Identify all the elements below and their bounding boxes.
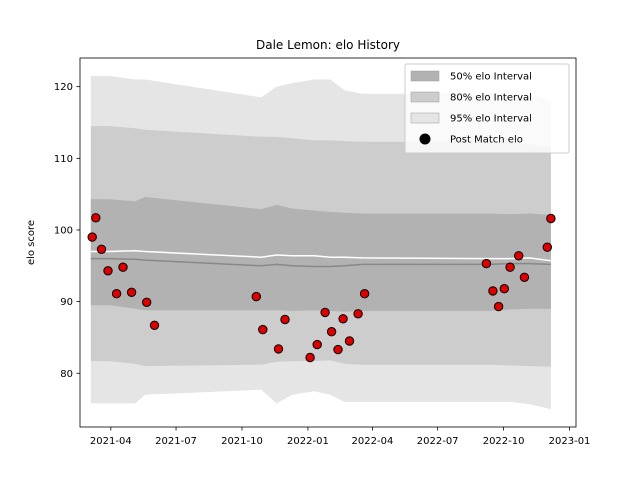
y-tick-label: 80 xyxy=(60,369,73,380)
data-point xyxy=(333,344,343,355)
data-point xyxy=(488,286,498,296)
legend-marker xyxy=(419,133,431,145)
data-point xyxy=(91,213,101,223)
post-match-points xyxy=(87,213,556,363)
data-point xyxy=(273,344,284,354)
y-axis-label: elo score xyxy=(26,220,37,265)
legend-swatch xyxy=(410,91,440,103)
interval-bands xyxy=(90,75,551,410)
x-axis-ticks: 2021-04 2021-07 2021-10 2022-01 2022-04 2022-… xyxy=(90,427,591,447)
x-tick-label: 2022-04 xyxy=(352,436,394,447)
data-point xyxy=(103,266,113,276)
data-point xyxy=(344,336,355,346)
data-point xyxy=(519,272,530,282)
data-point xyxy=(320,307,330,318)
x-tick-label: 2021-10 xyxy=(221,436,263,447)
x-tick-label: 2021-07 xyxy=(155,436,197,447)
data-point xyxy=(542,242,552,252)
data-point xyxy=(149,320,160,330)
data-point xyxy=(251,291,261,302)
legend-swatch xyxy=(410,70,440,82)
legend-label: 50% elo Interval xyxy=(450,72,532,83)
x-tick-label: 2021-04 xyxy=(90,436,132,447)
y-tick-label: 100 xyxy=(54,225,73,236)
data-point xyxy=(305,352,315,363)
data-point xyxy=(280,314,290,325)
data-point xyxy=(514,251,524,261)
data-point xyxy=(359,289,370,299)
plot-frame xyxy=(79,57,577,428)
legend-swatch xyxy=(410,112,440,124)
data-point xyxy=(87,232,97,242)
chart-title: Dale Lemon: elo History xyxy=(256,38,400,52)
legend-label: 80% elo Interval xyxy=(450,93,532,104)
data-point xyxy=(142,297,152,307)
data-point xyxy=(493,301,504,312)
trend-line xyxy=(90,249,552,262)
legend-label: Post Match elo xyxy=(450,135,523,146)
data-point xyxy=(118,262,128,272)
data-point xyxy=(353,309,363,319)
y-axis-ticks: 80 90 100 110 120 xyxy=(54,82,80,380)
y-tick-label: 120 xyxy=(54,82,73,93)
data-point xyxy=(481,258,492,269)
data-point xyxy=(505,262,515,272)
trend-line-layer xyxy=(90,249,552,262)
data-point xyxy=(546,213,556,224)
data-point xyxy=(96,244,107,255)
y-tick-label: 90 xyxy=(60,297,73,308)
median-line-layer xyxy=(90,257,551,268)
x-tick-label: 2022-01 xyxy=(287,436,329,447)
legend: 50% elo Interval 80% elo Interval 95% elo … xyxy=(404,63,570,154)
y-tick-label: 110 xyxy=(54,154,73,165)
data-point xyxy=(312,339,322,350)
data-point xyxy=(326,327,337,337)
band-50-elo-interval xyxy=(90,197,551,312)
data-point xyxy=(111,289,122,299)
legend-label: 95% elo Interval xyxy=(450,114,532,125)
data-point xyxy=(499,284,509,294)
data-point xyxy=(258,324,268,335)
median-line xyxy=(90,257,551,268)
x-tick-label: 2022-07 xyxy=(417,436,459,447)
x-tick-label: 2023-01 xyxy=(549,436,591,447)
x-tick-label: 2022-10 xyxy=(483,436,525,447)
data-point xyxy=(126,287,137,297)
legend-box xyxy=(404,63,570,154)
data-point xyxy=(338,314,348,324)
